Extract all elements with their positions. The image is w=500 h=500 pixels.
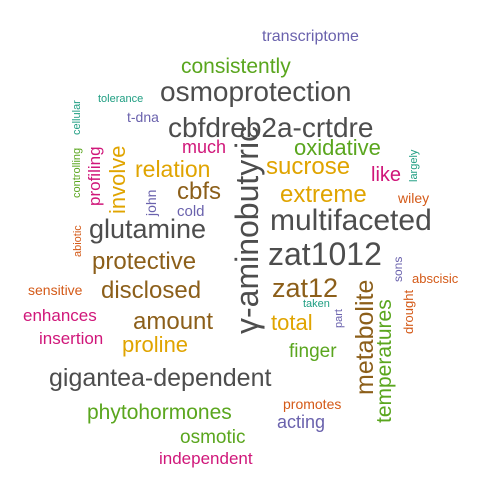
word-gamma-aminobutyric: γ-aminobutyric xyxy=(229,126,265,335)
word-zat12: zat12 xyxy=(272,273,339,303)
word-osmoprotection: osmoprotection xyxy=(160,76,352,107)
word-controlling: controlling xyxy=(71,148,83,199)
word-phytohormones: phytohormones xyxy=(87,401,232,424)
word-sensitive: sensitive xyxy=(28,282,83,298)
word-zat1012: zat1012 xyxy=(268,236,382,272)
word-cellular: cellular xyxy=(71,100,83,135)
word-multifaceted: multifaceted xyxy=(270,204,432,237)
word-temperatures: temperatures xyxy=(373,299,396,423)
word-john: john xyxy=(143,190,159,217)
word-cold: cold xyxy=(177,203,205,220)
word-cbfs: cbfs xyxy=(177,178,222,205)
word-glutamine: glutamine xyxy=(89,214,207,244)
word-involve: involve xyxy=(105,146,130,215)
word-wiley: wiley xyxy=(398,190,430,206)
word-gigantea-dependent: gigantea-dependent xyxy=(49,364,272,392)
word-finger: finger xyxy=(289,341,337,362)
word-like: like xyxy=(371,164,402,186)
word-taken: taken xyxy=(303,298,330,310)
word-acting: acting xyxy=(277,412,326,432)
word-oxidative: oxidative xyxy=(294,135,381,160)
word-tolerance: tolerance xyxy=(98,93,144,105)
word-enhances: enhances xyxy=(23,306,97,325)
word-largely: largely xyxy=(408,150,420,183)
word-abscisic: abscisic xyxy=(412,271,459,286)
word-insertion: insertion xyxy=(39,329,104,348)
word-extreme: extreme xyxy=(280,181,367,208)
word-much: much xyxy=(182,137,227,157)
word-promotes: promotes xyxy=(283,396,342,412)
word-independent: independent xyxy=(159,449,253,468)
word-t-dna: t-dna xyxy=(127,109,159,125)
word-cbfdreb2a-crtdre: cbfdreb2a-crtdre xyxy=(168,112,374,143)
word-abiotic: abiotic xyxy=(72,225,84,257)
word-osmotic: osmotic xyxy=(180,427,246,448)
word-sucrose: sucrose xyxy=(266,153,351,180)
word-total: total xyxy=(271,310,313,335)
word-sons: sons xyxy=(391,257,405,283)
word-disclosed: disclosed xyxy=(101,277,202,304)
word-transcriptome: transcriptome xyxy=(262,28,359,45)
word-profiling: profiling xyxy=(85,146,104,206)
word-part: part xyxy=(333,309,345,328)
word-drought: drought xyxy=(401,290,416,335)
word-protective: protective xyxy=(92,248,197,275)
word-relation: relation xyxy=(135,156,211,182)
word-consistently: consistently xyxy=(181,55,291,78)
word-proline: proline xyxy=(122,332,189,357)
word-amount: amount xyxy=(133,308,214,335)
